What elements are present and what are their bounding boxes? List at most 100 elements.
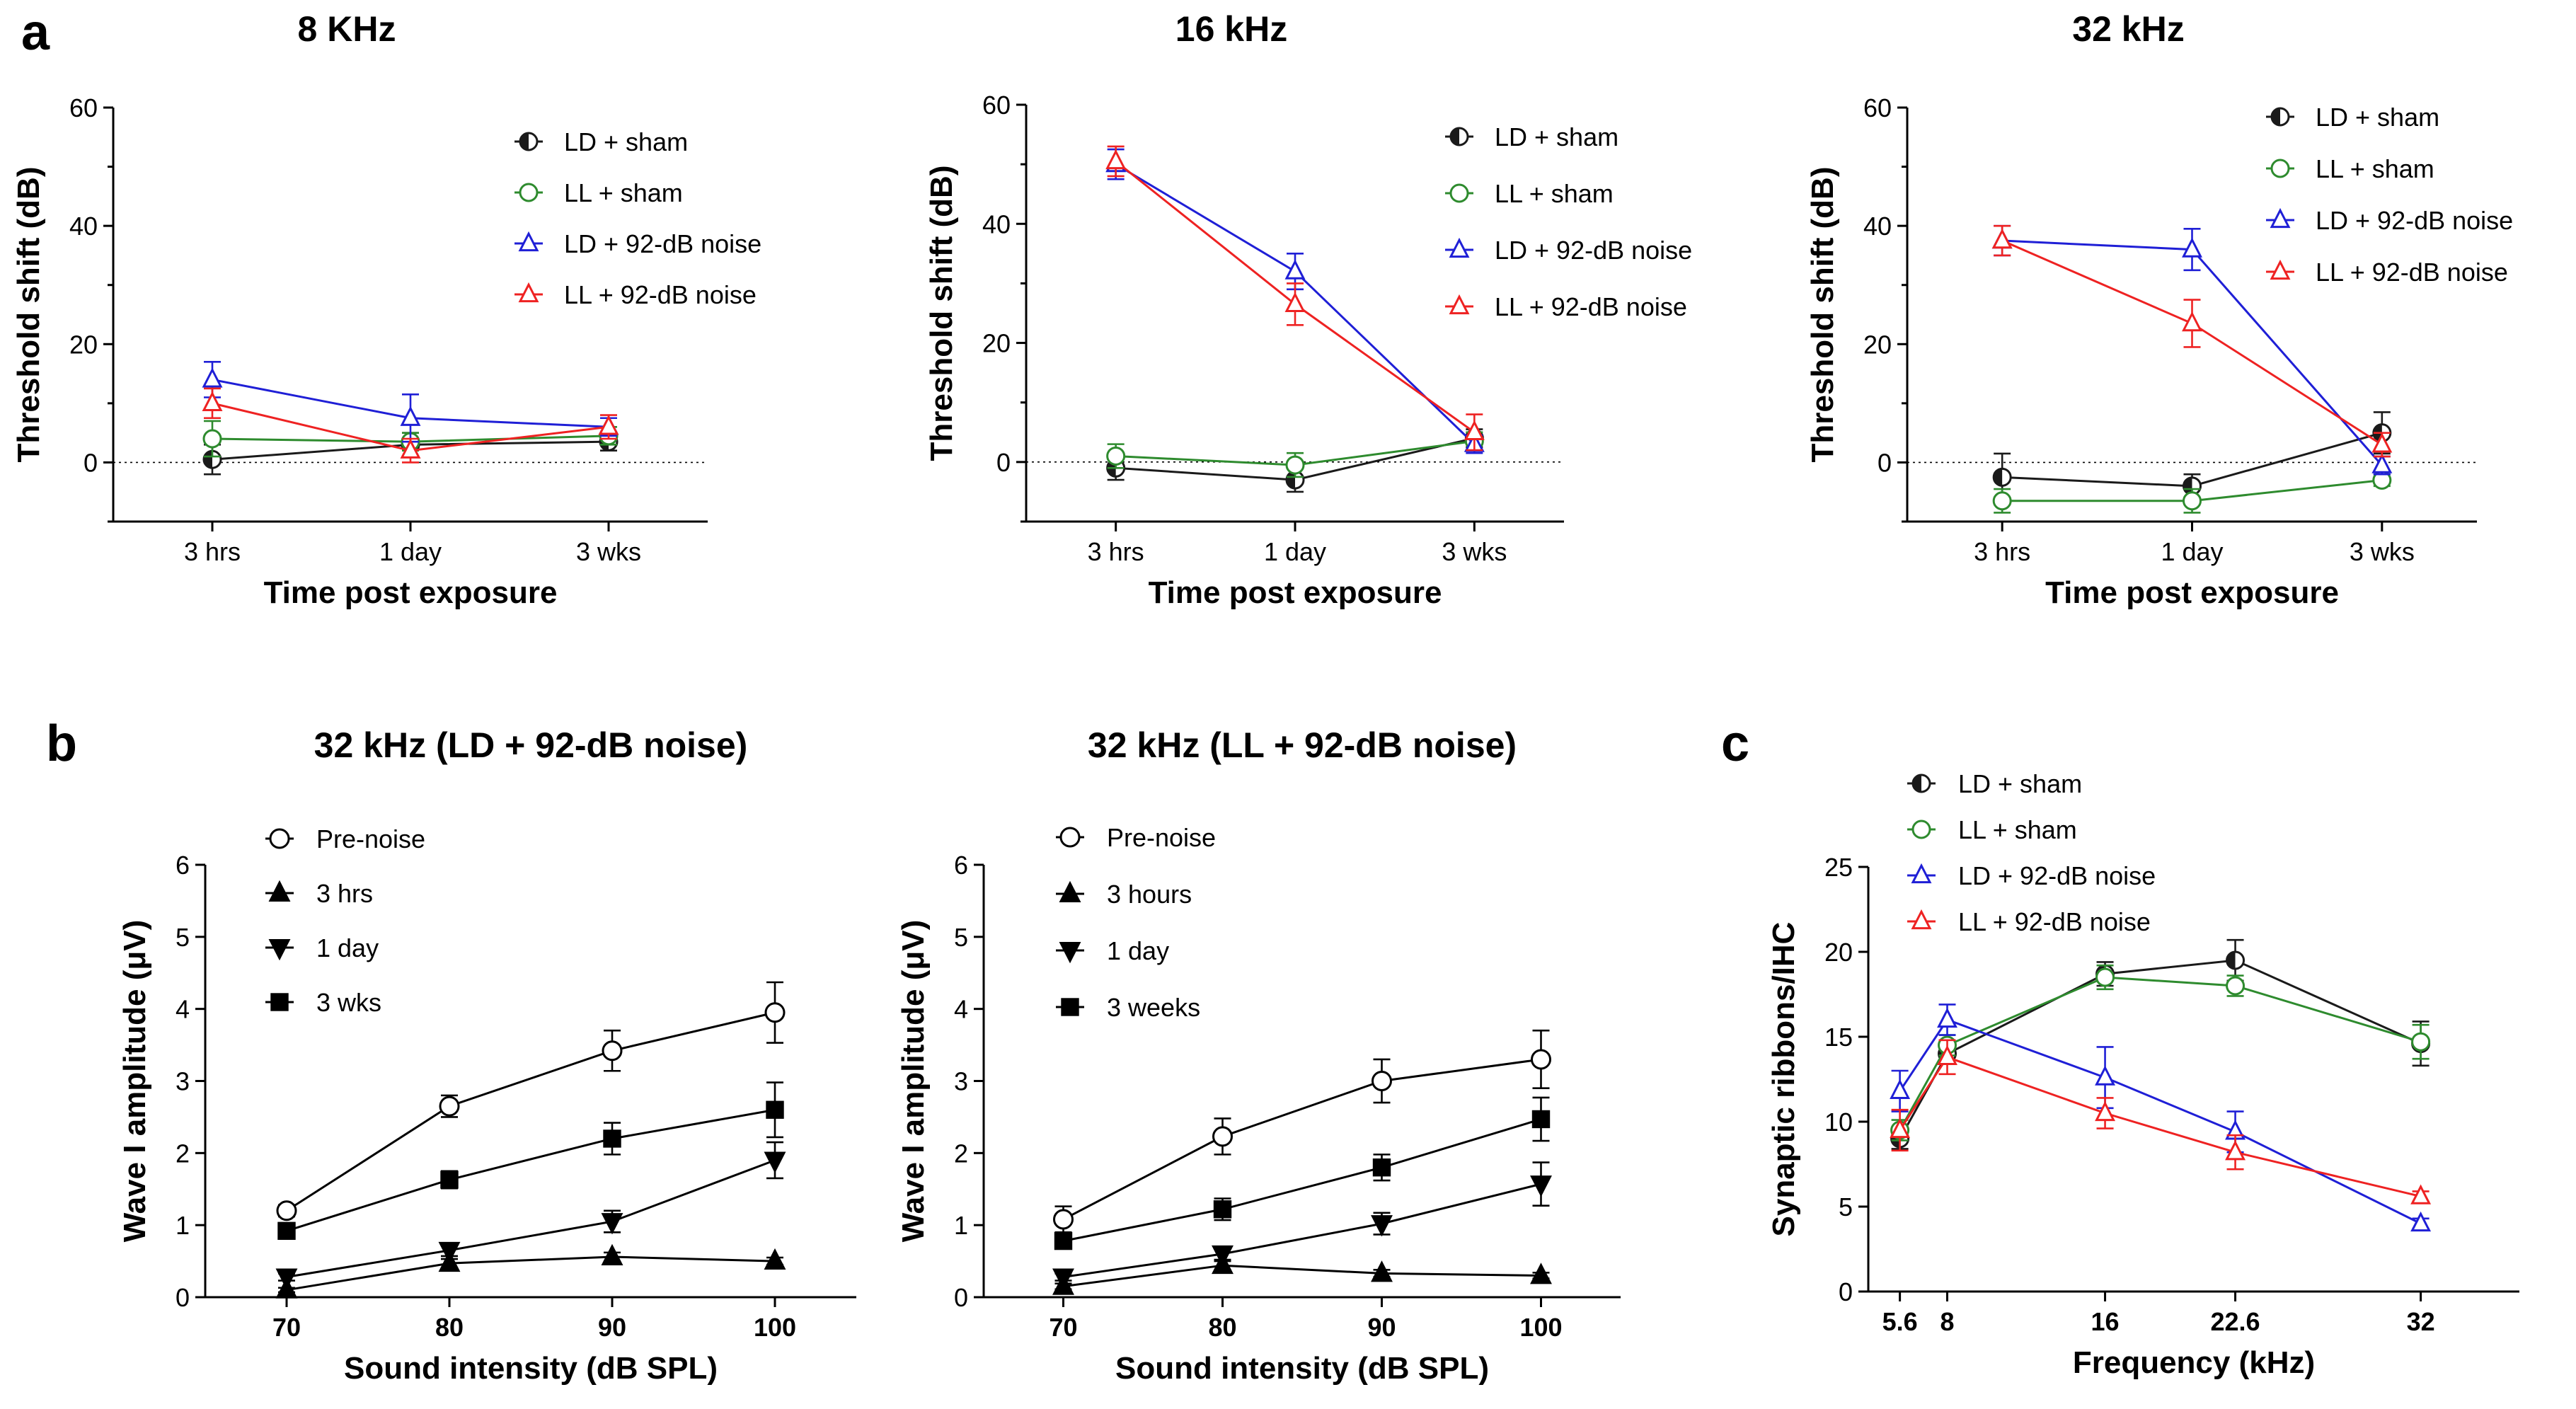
y-tick-label-b2: 2 [954, 1139, 968, 1168]
y-tick-label-c1: 20 [1824, 938, 1853, 967]
y-tick-label-b2: 1 [954, 1211, 968, 1240]
panel-letter-c: c [1721, 715, 1749, 772]
legend-marker-c1 [1911, 909, 1932, 930]
y-axis-title-b1: Wave I amplitude (μV) [117, 920, 152, 1243]
data-point-b1 [277, 1221, 296, 1241]
data-point-a3 [1991, 228, 2013, 249]
x-axis-title-a1: Time post exposure [264, 575, 558, 610]
chart-title-a2: 16 kHz [1175, 9, 1287, 49]
x-tick-label-a2: 3 hrs [1088, 537, 1144, 566]
series-b2-3: 3 weeks [1054, 993, 1551, 1250]
data-point-a3 [2371, 432, 2393, 453]
series-a1-3: LL + 92-dB noise [202, 280, 757, 464]
panel-letter-a: a [21, 4, 50, 61]
series-line-b1 [286, 1108, 776, 1232]
series-a2-1: LL + sham [1106, 179, 1614, 478]
legend-label-b1: Pre-noise [316, 824, 425, 853]
legend-label-a2: LL + sham [1495, 179, 1614, 208]
legend-marker-c1 [1911, 863, 1932, 884]
x-tick-label-c1: 16 [2091, 1307, 2120, 1336]
data-point-a2-fill [1287, 471, 1295, 489]
legend-marker-b2 [1059, 827, 1081, 848]
series-line-b1 [286, 1255, 776, 1292]
series-line-c1 [1899, 959, 2422, 1139]
series-line-b2 [1063, 1264, 1541, 1288]
y-tick-label-a2: 20 [982, 329, 1011, 358]
legend-marker-a3-fill [2272, 108, 2280, 125]
series-a3-3: LL + 92-dB noise [1991, 224, 2508, 458]
y-tick-label-b2: 6 [954, 851, 968, 880]
x-tick-label-a3: 3 wks [2350, 537, 2415, 566]
legend-marker-a2 [1449, 294, 1470, 315]
legend-label-a3: LL + 92-dB noise [2316, 258, 2508, 287]
data-point-c1 [2410, 1211, 2432, 1232]
chart-title-b2: 32 kHz (LL + 92-dB noise) [1088, 725, 1517, 765]
series-b2-2: 1 day [1052, 936, 1552, 1290]
series-b2-1: 3 hours [1052, 880, 1552, 1295]
y-tick-label-c1: 15 [1824, 1023, 1853, 1052]
legend-marker-b1 [270, 993, 289, 1011]
data-point-c1 [1890, 1117, 1911, 1139]
x-tick-label-a1: 1 day [379, 537, 442, 566]
x-tick-label-a1: 3 hrs [184, 537, 241, 566]
data-point-c1 [2095, 1100, 2116, 1122]
y-tick-label-a1: 40 [69, 212, 98, 241]
legend-marker-a1 [519, 183, 539, 202]
x-axis-title-b2: Sound intensity (dB SPL) [1115, 1351, 1489, 1386]
y-tick-label-c1: 0 [1839, 1277, 1853, 1306]
legend-marker-a3 [2270, 159, 2290, 178]
data-point-a2 [1464, 420, 1485, 440]
data-point-c1 [1937, 1045, 1957, 1065]
data-point-b2 [1530, 1175, 1552, 1197]
chart-b1: 32 kHz (LD + 92-dB noise) 0 1 2 3 4 5 6 70 80 90 10… [117, 725, 856, 1386]
x-tick-label-b1: 80 [435, 1313, 464, 1342]
data-point-b1 [601, 1213, 623, 1235]
data-point-c1-fill [2226, 952, 2236, 969]
legend-marker-a2 [1449, 183, 1469, 203]
data-point-c1 [2226, 976, 2246, 996]
y-tick-label-a2: 40 [982, 209, 1011, 238]
x-axis-title-b1: Sound intensity (dB SPL) [344, 1351, 718, 1386]
chart-c1: 0 5 10 15 20 25 5.6 8 16 22.6 32 Frequency (kHz) Syn… [1766, 769, 2519, 1380]
legend-marker-a1 [518, 282, 539, 303]
series-a2-3: LL + 92-dB noise [1105, 145, 1687, 452]
chart-a1: 8 KHz 0 20 40 60 3 hrs 1 day 3 wks Time post exp… [11, 9, 761, 610]
y-tick-label-b1: 4 [176, 995, 190, 1024]
y-tick-label-b2: 5 [954, 923, 968, 952]
legend-marker-a2 [1449, 237, 1470, 258]
data-point-b1 [439, 1095, 460, 1117]
data-point-b1 [275, 1268, 298, 1290]
chart-title-a3: 32 kHz [2072, 9, 2184, 49]
legend-label-a1: LD + sham [564, 127, 688, 156]
data-point-b1 [276, 1200, 297, 1221]
series-b1-0: Pre-noise [265, 824, 786, 1221]
x-tick-label-a3: 1 day [2161, 537, 2223, 566]
x-tick-label-a3: 3 hrs [1974, 537, 2030, 566]
x-tick-label-b1: 100 [754, 1313, 796, 1342]
y-tick-label-c1: 5 [1839, 1192, 1853, 1221]
data-point-c1 [1890, 1079, 1911, 1099]
x-tick-label-a1: 3 wks [576, 537, 641, 566]
data-point-b1 [764, 1002, 786, 1023]
y-axis-title-b2: Wave I amplitude (μV) [896, 920, 931, 1243]
y-tick-label-b1: 5 [176, 923, 190, 952]
data-point-a1 [400, 438, 421, 459]
x-axis-title-c1: Frequency (kHz) [2073, 1345, 2315, 1380]
legend-label-b2: Pre-noise [1107, 823, 1216, 852]
y-tick-label-b2: 3 [954, 1067, 968, 1096]
data-point-b2 [1052, 1268, 1074, 1290]
legend-label-a1: LD + 92-dB noise [564, 229, 761, 258]
legend-marker-b1 [268, 880, 291, 902]
series-a1-1: LL + sham [202, 178, 683, 458]
data-point-b1 [602, 1040, 623, 1062]
data-point-a1 [598, 415, 619, 435]
legend-label-a1: LL + sham [564, 178, 683, 207]
chart-title-a1: 8 KHz [298, 9, 396, 49]
x-tick-label-b1: 90 [598, 1313, 626, 1342]
data-point-b2 [1053, 1209, 1074, 1230]
y-tick-label-b1: 0 [176, 1283, 190, 1312]
data-point-a3 [1992, 491, 2012, 511]
x-tick-label-b2: 80 [1208, 1313, 1236, 1342]
